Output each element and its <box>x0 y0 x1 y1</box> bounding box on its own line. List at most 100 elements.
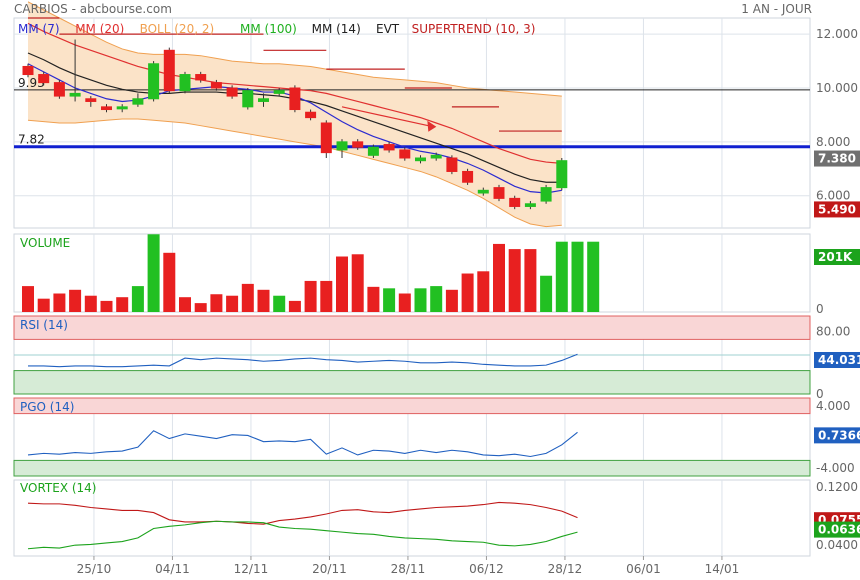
period-selector[interactable]: 1 AN - JOUR <box>741 2 812 16</box>
x-tick-label: 28/12 <box>548 562 583 576</box>
volume-bar <box>131 286 144 312</box>
candle <box>493 184 505 202</box>
vortex-minus-line <box>27 501 578 525</box>
candle-body <box>509 197 521 207</box>
pgo-panel-title: PGO (14) <box>20 400 74 414</box>
pgo-badge: 0.7366 <box>818 428 860 442</box>
x-tick-label: 25/10 <box>77 562 112 576</box>
volume-bar <box>320 280 333 312</box>
volume-bar <box>461 273 474 312</box>
volume-bar <box>163 252 176 312</box>
pgo-line <box>27 430 578 458</box>
volume-panel-frame <box>13 233 811 313</box>
candle <box>289 85 301 113</box>
rsi-panel-overbought-zone <box>13 315 811 340</box>
pgo-panel-ytick-label: -4.000 <box>816 461 855 475</box>
candle <box>163 47 175 94</box>
candle <box>242 88 254 110</box>
volume-bar <box>430 286 443 312</box>
candle-body <box>524 203 536 207</box>
candle-body <box>289 87 301 111</box>
pgo-badge-bg <box>814 427 860 444</box>
candle-body <box>415 157 426 162</box>
evt-arrow-head <box>427 120 437 132</box>
volume-bar <box>288 300 301 312</box>
candle <box>210 79 222 91</box>
candle-body <box>163 49 175 92</box>
candle-body <box>85 98 97 102</box>
bollinger-upper-line <box>27 1 562 97</box>
level-label: 9.93 <box>18 76 45 90</box>
price-panel-frame <box>13 17 811 229</box>
candle-body <box>273 90 285 94</box>
volume-bar <box>493 243 505 312</box>
volume-bar <box>445 289 458 312</box>
candle-body <box>242 90 254 108</box>
candle <box>509 195 521 210</box>
volume-bar <box>116 297 129 312</box>
pgo-panel-oversold-zone <box>13 459 811 477</box>
volume-bar <box>147 234 160 312</box>
candle <box>383 141 395 153</box>
candle-body <box>399 149 411 159</box>
x-tick-label: 14/01 <box>705 562 740 576</box>
candle-body <box>179 74 191 92</box>
candle-body <box>320 122 332 154</box>
candle-body <box>195 74 207 81</box>
price-ytick-label: 8.000 <box>816 135 850 149</box>
candle-body <box>446 157 458 172</box>
legend-entry: BOLL (20, 2) <box>140 22 215 36</box>
candle <box>116 104 128 113</box>
candle <box>462 168 474 185</box>
volume-bar <box>37 298 50 312</box>
price-ytick-label: 6.000 <box>816 189 850 203</box>
rsi-panel-oversold-zone <box>13 370 811 395</box>
legend-entry: EVT <box>376 22 400 36</box>
candle-body <box>38 74 50 84</box>
volume-bar <box>210 294 223 312</box>
candle-body <box>462 170 474 183</box>
candle-body <box>258 98 269 102</box>
volume-bar <box>383 288 396 312</box>
candle <box>101 104 112 113</box>
volume-badge-bg <box>814 249 860 265</box>
candle <box>258 93 269 107</box>
pgo-panel-overbought-zone <box>13 397 811 415</box>
candle-body <box>69 92 81 97</box>
level-label: 7.82 <box>18 133 45 147</box>
candle-body <box>101 106 112 111</box>
candle <box>556 158 568 191</box>
bollinger-lower-line <box>27 118 562 228</box>
x-tick-label: 06/12 <box>469 562 504 576</box>
candle <box>320 120 332 158</box>
candle <box>352 139 364 150</box>
vortex-ytick-label: 0.0400 <box>816 538 858 552</box>
legend-entry: MM (20) <box>75 22 124 36</box>
candle <box>148 61 160 102</box>
volume-bar <box>304 280 317 312</box>
price-badge-bg <box>814 201 860 218</box>
volume-bar <box>273 295 286 312</box>
vortex-title: VORTEX (14) <box>20 481 97 495</box>
candle <box>305 109 317 121</box>
price-badge: 7.380 <box>818 152 856 166</box>
volume-bar <box>414 288 427 312</box>
rsi-badge: 44.031 <box>818 353 860 367</box>
candle <box>540 184 552 204</box>
price-badge-bg <box>814 150 860 167</box>
candle <box>336 139 348 158</box>
candle <box>132 93 144 107</box>
rsi-panel-title: RSI (14) <box>20 318 68 332</box>
volume-bar <box>84 295 97 312</box>
volume-title: VOLUME <box>20 236 70 250</box>
candle-body <box>477 189 489 194</box>
price-badge: 5.490 <box>818 202 856 216</box>
volume-bar <box>179 297 191 312</box>
candle-body <box>430 154 442 159</box>
price-ytick-label: 10.000 <box>816 81 858 95</box>
rsi-panel-ytick-label: 0 <box>816 387 824 401</box>
volume-bar <box>587 241 600 312</box>
candle-body <box>367 146 379 156</box>
header-separator: - <box>67 2 80 16</box>
volume-ytick-label: 0 <box>816 302 824 316</box>
